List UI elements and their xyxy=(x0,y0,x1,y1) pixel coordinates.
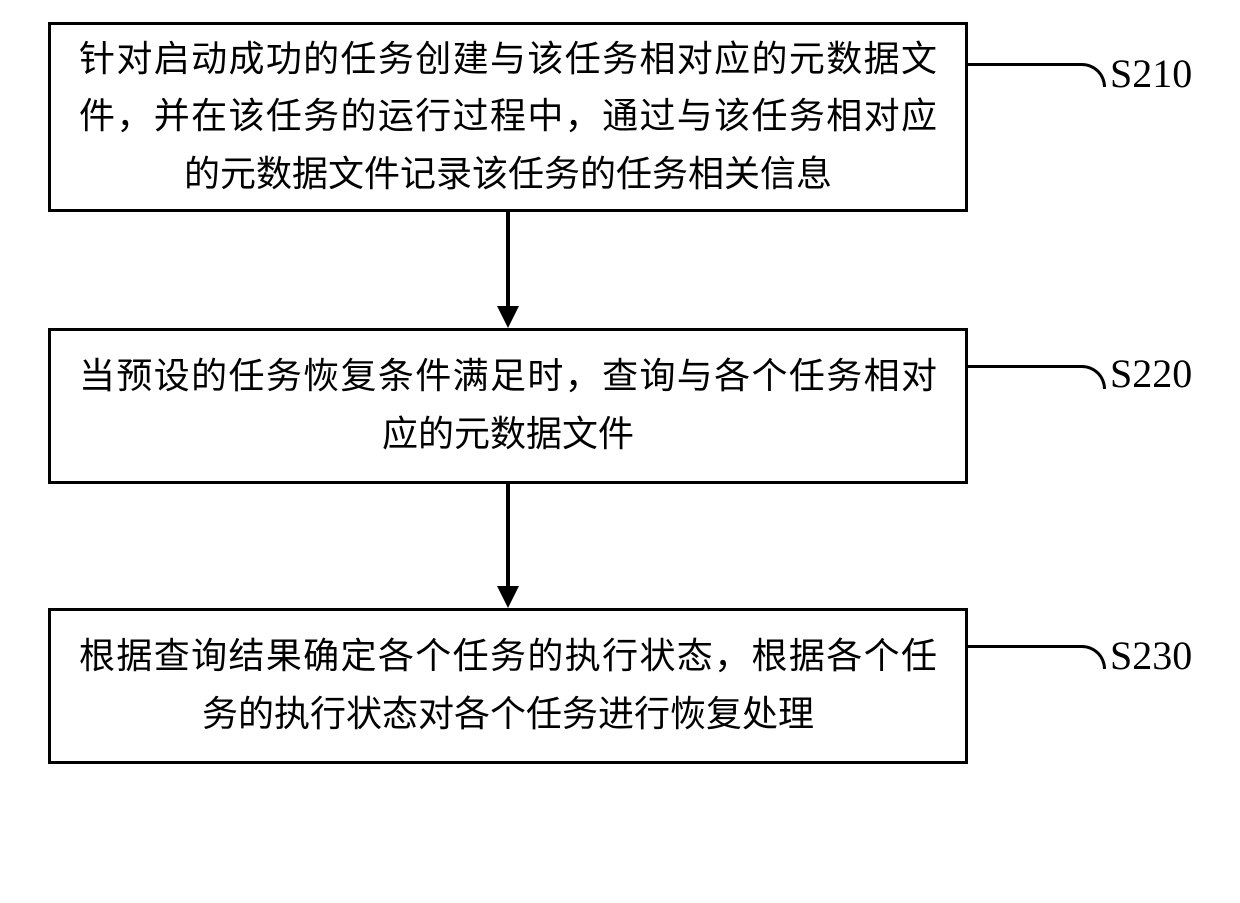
arrow-head-icon xyxy=(497,586,519,608)
step-label-s220: S220 xyxy=(1110,350,1192,397)
arrow-line xyxy=(506,212,510,308)
label-connector xyxy=(968,63,1106,87)
step-label-s210: S210 xyxy=(1110,50,1192,97)
arrow-head-icon xyxy=(497,306,519,328)
flow-step-s210: 针对启动成功的任务创建与该任务相对应的元数据文件，并在该任务的运行过程中，通过与… xyxy=(48,22,968,212)
flow-step-text: 根据查询结果确定各个任务的执行状态，根据各个任务的执行状态对各个任务进行恢复处理 xyxy=(79,628,937,743)
flow-step-text: 当预设的任务恢复条件满足时，查询与各个任务相对应的元数据文件 xyxy=(79,348,937,463)
flow-step-text: 针对启动成功的任务创建与该任务相对应的元数据文件，并在该任务的运行过程中，通过与… xyxy=(79,31,937,204)
label-connector xyxy=(968,645,1106,669)
flow-step-s220: 当预设的任务恢复条件满足时，查询与各个任务相对应的元数据文件 xyxy=(48,328,968,484)
flow-step-s230: 根据查询结果确定各个任务的执行状态，根据各个任务的执行状态对各个任务进行恢复处理 xyxy=(48,608,968,764)
label-connector xyxy=(968,365,1106,389)
arrow-line xyxy=(506,484,510,588)
step-label-s230: S230 xyxy=(1110,632,1192,679)
